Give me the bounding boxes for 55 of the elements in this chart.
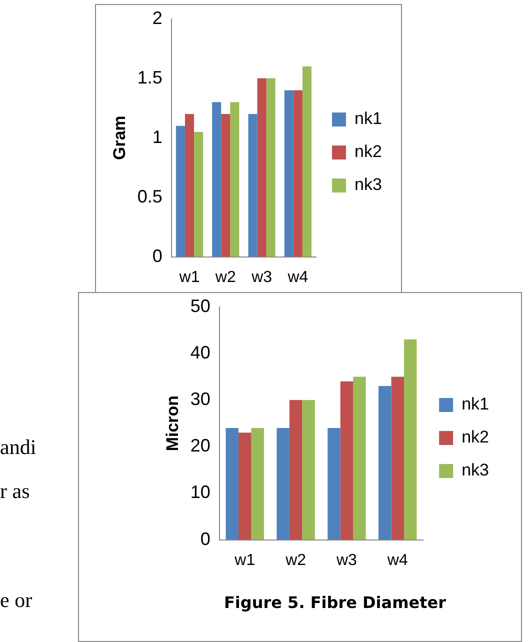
legend-label: nk3 [354,175,382,194]
bar [284,90,294,257]
bar [266,78,276,257]
legend-label: nk3 [462,460,490,480]
y-axis-title: Micron [162,395,182,452]
bar [194,132,204,257]
x-tick-label: w2 [284,552,306,569]
bar [226,428,239,540]
text: andi [0,435,36,460]
bar [212,102,222,257]
y-axis-title: Gram [110,116,129,160]
y-tick-label: 1 [152,126,162,147]
y-tick-label: 10 [190,482,210,502]
legend-label: nk1 [462,394,490,414]
bar [378,386,392,540]
y-tick-label: 0 [200,528,210,549]
text: e or [0,588,32,613]
bar [238,432,252,540]
y-tick-label: 30 [190,388,210,409]
y-tick-label: 20 [190,436,210,456]
bar [221,114,230,257]
text: r as [0,479,30,504]
y-tick-label: 0.5 [137,186,162,206]
caption: Figure 5. Fibre Diameter [222,593,447,612]
bar [302,400,315,540]
legend-label: nk1 [354,109,382,128]
y-tick-label: 2 [152,8,162,28]
bar [404,339,417,540]
y-tick-label: 0 [152,246,162,266]
x-tick-label: w4 [286,268,308,286]
bar [293,90,302,257]
bar [391,376,404,540]
bar [289,400,302,540]
y-tick-label: 50 [190,296,210,316]
legend-label: nk2 [354,142,382,162]
bar [251,428,264,540]
x-tick-label: w1 [178,268,200,286]
bar [340,381,354,540]
y-tick-label: 1.5 [137,67,162,88]
x-tick-label: w3 [250,268,272,286]
x-tick-label: w1 [234,552,256,569]
bar [230,102,240,257]
bar [276,428,290,540]
bar [302,66,312,257]
y-tick-label: 40 [190,342,210,362]
bar [176,126,185,257]
bar [328,428,340,540]
x-tick-label: w4 [386,552,408,569]
bar [353,376,366,540]
x-tick-label: w2 [214,268,236,286]
x-tick-label: w3 [335,552,358,569]
bar [184,114,194,257]
legend-label: nk2 [462,428,490,447]
bar [257,78,266,257]
bar [248,114,258,257]
